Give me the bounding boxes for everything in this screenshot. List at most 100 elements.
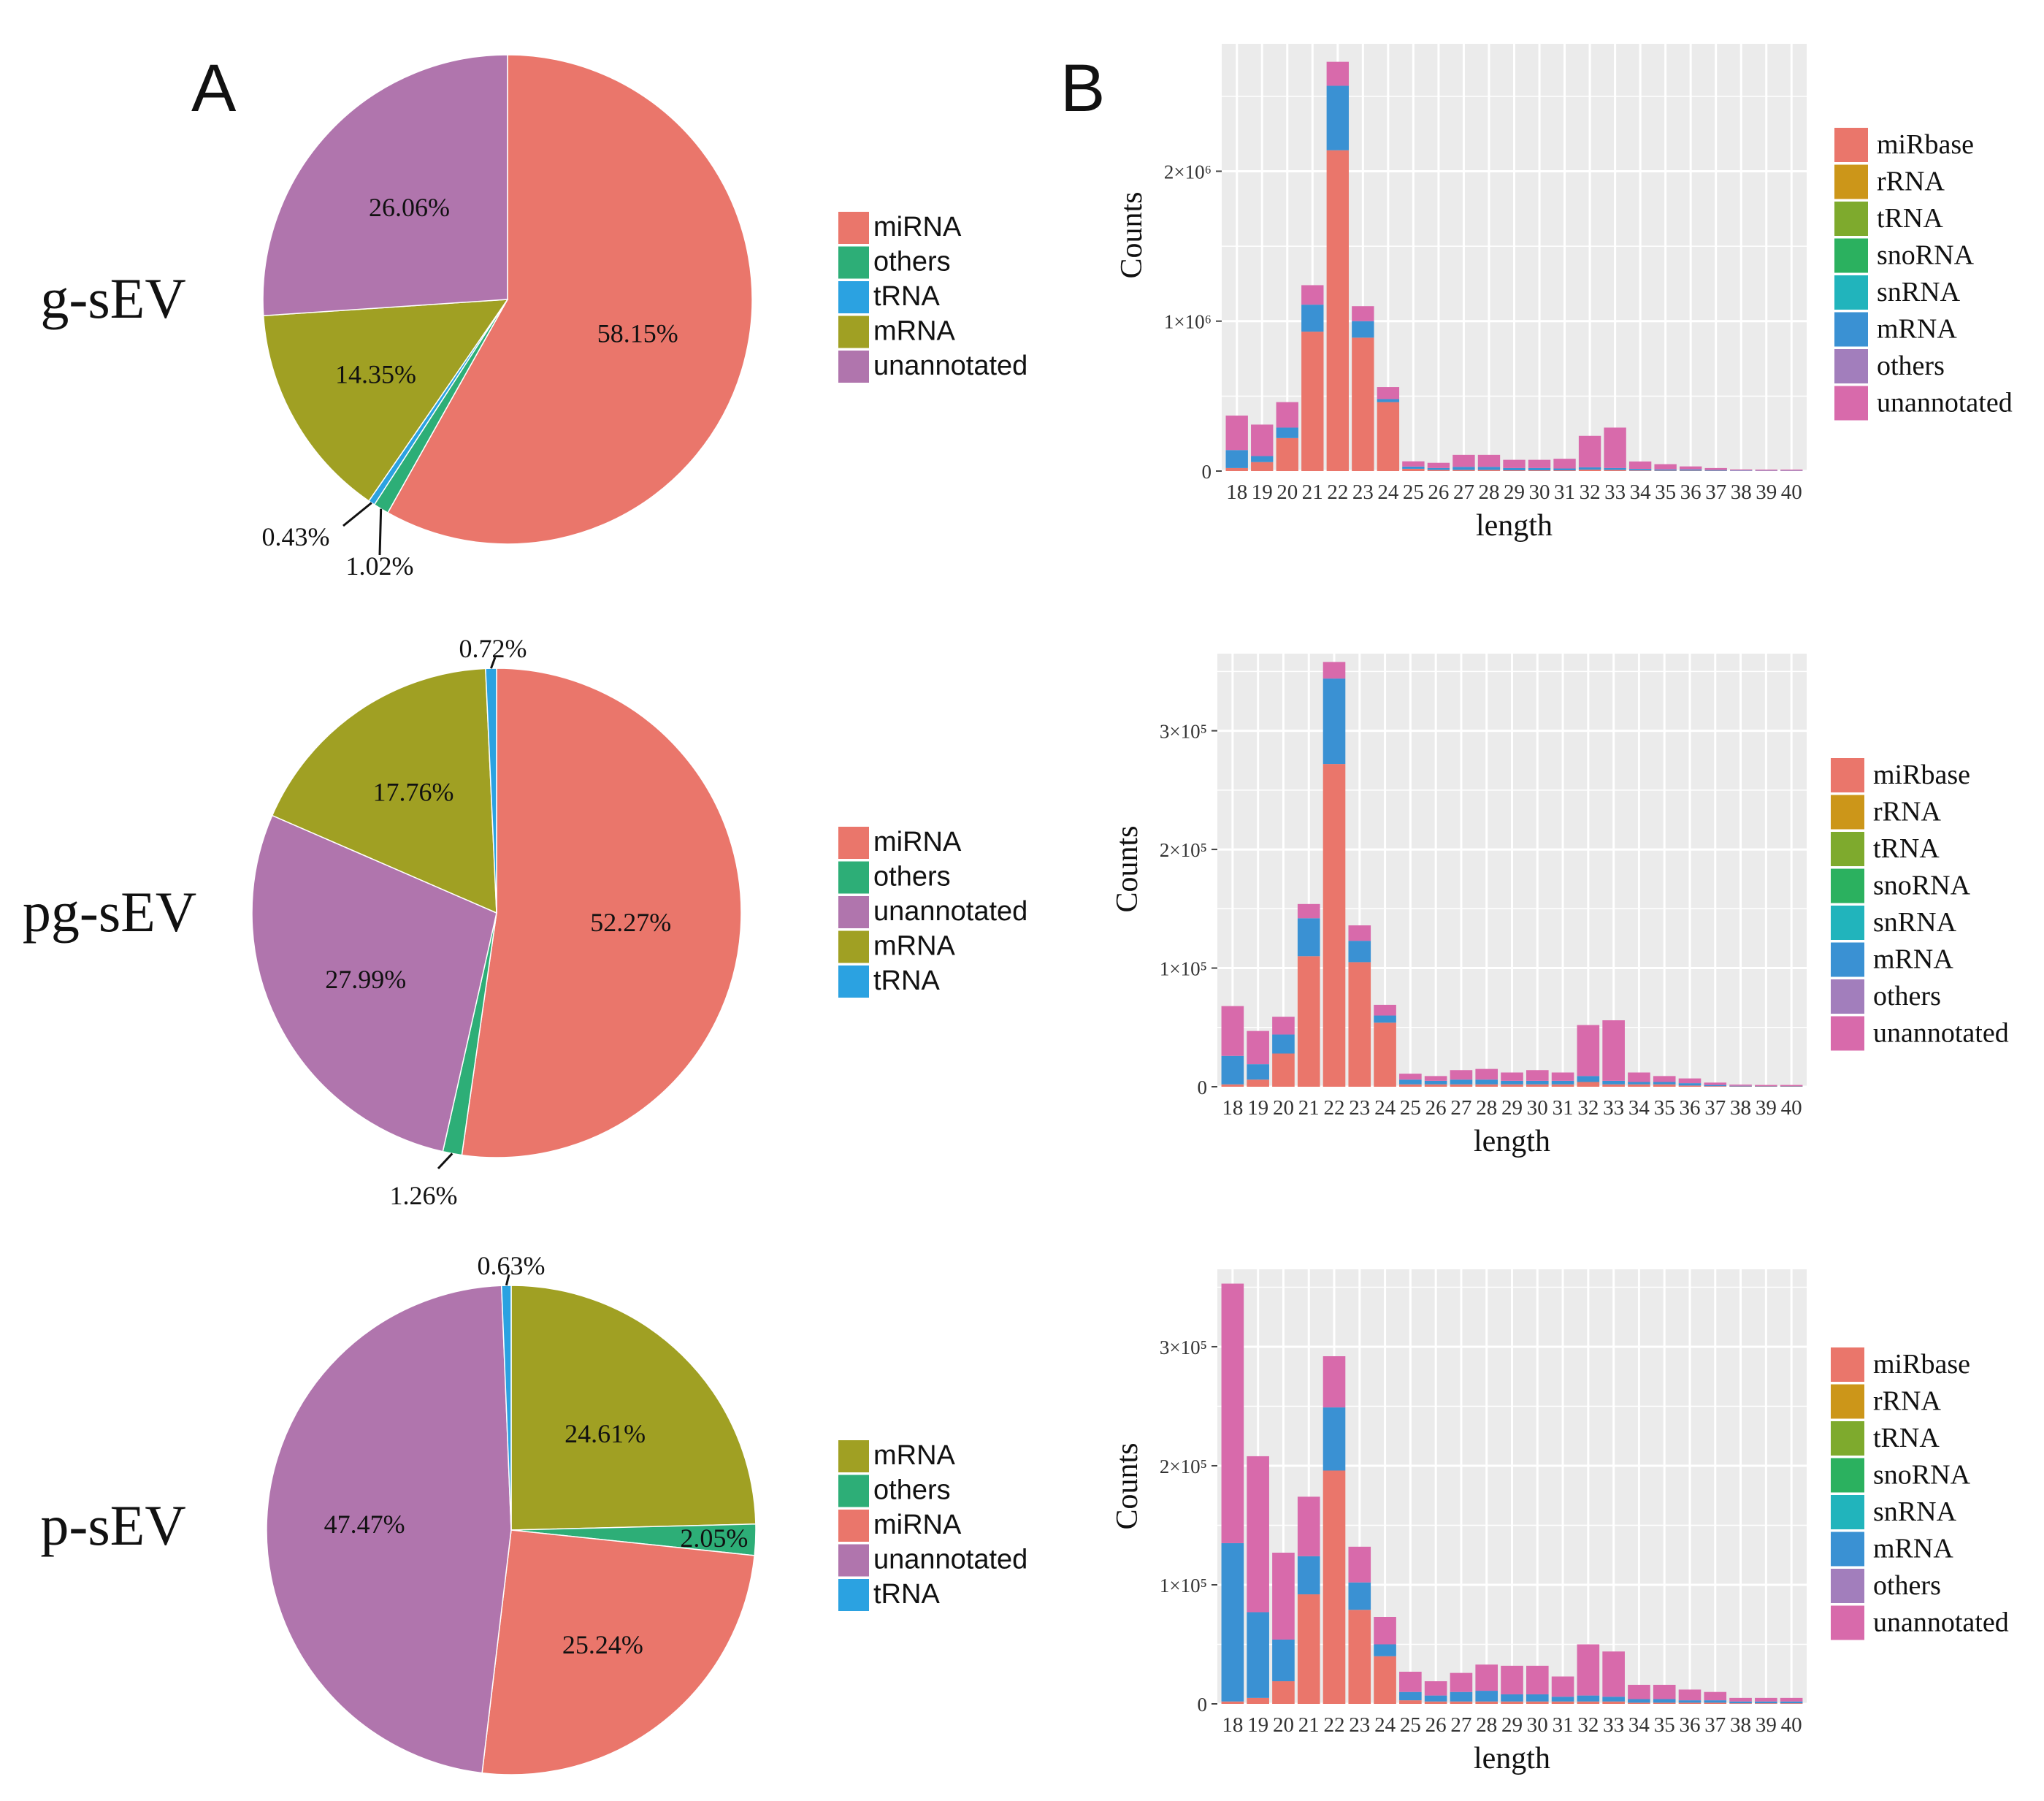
bar-unannotated-30 — [1528, 459, 1551, 468]
bar-mrna-34 — [1628, 1699, 1650, 1703]
bar-unannotated-31 — [1551, 1676, 1574, 1697]
bar-unannotated-23 — [1348, 925, 1371, 941]
bar-mirbase-20 — [1272, 1053, 1295, 1087]
bar-unannotated-29 — [1501, 1072, 1523, 1081]
pie-slice-trna — [485, 668, 497, 914]
bar-mrna-18 — [1225, 450, 1248, 468]
bar-mirbase-20 — [1272, 1681, 1295, 1704]
bar-mirbase-39 — [1755, 1703, 1777, 1704]
bar-unannotated-35 — [1654, 464, 1677, 470]
legend-label-mrna: mRNA — [873, 931, 956, 962]
bar-unannotated-27 — [1452, 454, 1475, 467]
x-tick-label: 34 — [1628, 1713, 1650, 1737]
x-tick-label: 33 — [1603, 1713, 1624, 1737]
pie-slice-mrna — [262, 299, 509, 502]
x-tick-label: 26 — [1425, 1713, 1447, 1737]
x-tick-label: 27 — [1450, 1096, 1471, 1120]
bar-mrna-35 — [1654, 469, 1677, 471]
bar-mrna-19 — [1247, 1612, 1269, 1698]
x-tick-label: 39 — [1756, 1713, 1777, 1737]
legend-swatch-mirna — [838, 827, 869, 859]
bar-mirbase-28 — [1475, 1701, 1498, 1704]
bar-unannotated-33 — [1602, 1020, 1625, 1081]
bar-unannotated-22 — [1323, 662, 1346, 679]
x-tick-label: 19 — [1247, 1096, 1268, 1120]
bar-mrna-22 — [1323, 1407, 1346, 1471]
x-tick-label: 18 — [1222, 1096, 1243, 1120]
x-tick-label: 26 — [1428, 481, 1449, 504]
bar-unannotated-26 — [1424, 1076, 1447, 1081]
x-tick-label: 33 — [1603, 1096, 1624, 1120]
legend-swatch-unannotated — [1831, 1016, 1864, 1051]
bar-legend: miRbase rRNA tRNA snoRNA snRNA mRNA others unan… — [1831, 1347, 2009, 1640]
bar-unannotated-28 — [1475, 1068, 1498, 1080]
bar-mirbase-19 — [1247, 1697, 1269, 1704]
bar-unannotated-18 — [1225, 416, 1248, 451]
bar-mrna-20 — [1276, 427, 1298, 438]
bar-unannotated-20 — [1272, 1017, 1295, 1035]
bar-mrna-25 — [1399, 1079, 1422, 1085]
legend-label-trna: tRNA — [1873, 833, 1940, 864]
x-tick-label: 26 — [1425, 1096, 1447, 1120]
legend-label-others: others — [1873, 1570, 1941, 1601]
x-axis-title: length — [1476, 509, 1553, 543]
y-tick-label: 2×10⁵ — [1160, 1456, 1207, 1477]
bar-mrna-36 — [1678, 1083, 1702, 1086]
callout-line — [505, 1274, 510, 1286]
bar-mrna-36 — [1678, 1700, 1702, 1703]
y-tick-label: 2×10⁶ — [1164, 161, 1212, 183]
bar-mrna-27 — [1450, 1691, 1473, 1702]
slice-label-mirna: 52.27% — [590, 908, 671, 937]
bar-mrna-23 — [1348, 1582, 1371, 1610]
bar-mrna-27 — [1452, 467, 1475, 470]
bar-mrna-38 — [1729, 1701, 1752, 1704]
legend-swatch-mrna — [838, 316, 869, 348]
bar-chart-1: 18 19 20 21 22 23 24 25 26 27 28 29 30 31 32 33 34 35 36 37… — [1115, 44, 2013, 543]
bar-unannotated-25 — [1399, 1671, 1422, 1692]
legend-swatch-mirbase — [1834, 128, 1868, 162]
bar-mrna-31 — [1553, 468, 1576, 470]
legend-swatch-mirna — [838, 212, 869, 244]
x-tick-label: 36 — [1679, 1713, 1700, 1737]
bar-unannotated-20 — [1272, 1552, 1295, 1640]
legend-label-unannotated: unannotated — [1873, 1607, 2009, 1638]
x-tick-label: 36 — [1679, 1096, 1700, 1120]
y-axis-title: Counts — [1111, 1442, 1144, 1529]
bar-unannotated-29 — [1501, 1665, 1523, 1694]
legend-label-trna: tRNA — [873, 1579, 940, 1610]
bar-mirbase-24 — [1374, 1656, 1396, 1704]
bar-mrna-38 — [1729, 1085, 1752, 1087]
x-tick-label: 30 — [1527, 1713, 1548, 1737]
x-tick-label: 29 — [1501, 1713, 1523, 1737]
x-tick-label: 32 — [1580, 481, 1601, 504]
pie-slice-mirna — [461, 668, 742, 1158]
bar-mirbase-30 — [1526, 1084, 1549, 1087]
legend-label-snrna: snRNA — [1873, 907, 1957, 938]
bar-mirbase-27 — [1450, 1701, 1473, 1704]
legend-label-trna: tRNA — [873, 965, 940, 996]
panel-letter-a: A — [191, 51, 237, 126]
bar-mrna-21 — [1297, 918, 1320, 957]
bar-mirbase-28 — [1475, 1084, 1498, 1087]
bar-mirbase-32 — [1577, 1701, 1600, 1704]
x-tick-label: 34 — [1628, 1096, 1650, 1120]
x-tick-label: 23 — [1349, 1713, 1370, 1737]
x-axis-title: length — [1474, 1125, 1550, 1158]
pie-chart-p-sev: p-sEV 24.61% 2.05% 25.24% 47.47% 0.63% mRNA oth… — [40, 1251, 1027, 1775]
x-tick-label: 35 — [1654, 1713, 1675, 1737]
bar-mirbase-26 — [1424, 1701, 1447, 1704]
bar-mirbase-23 — [1352, 337, 1374, 471]
legend-label-mrna: mRNA — [1873, 944, 1953, 975]
legend-swatch-trna — [838, 281, 869, 313]
x-tick-label: 23 — [1349, 1096, 1370, 1120]
bar-unannotated-33 — [1602, 1651, 1625, 1697]
legend-swatch-trna — [838, 1579, 869, 1611]
bar-mirbase-26 — [1427, 470, 1450, 471]
bar-unannotated-22 — [1323, 1356, 1346, 1408]
bar-mirbase-35 — [1653, 1084, 1676, 1087]
bar-unannotated-18 — [1221, 1006, 1244, 1056]
x-tick-label: 28 — [1478, 481, 1499, 504]
x-tick-label: 21 — [1302, 481, 1323, 504]
x-tick-label: 25 — [1403, 481, 1424, 504]
